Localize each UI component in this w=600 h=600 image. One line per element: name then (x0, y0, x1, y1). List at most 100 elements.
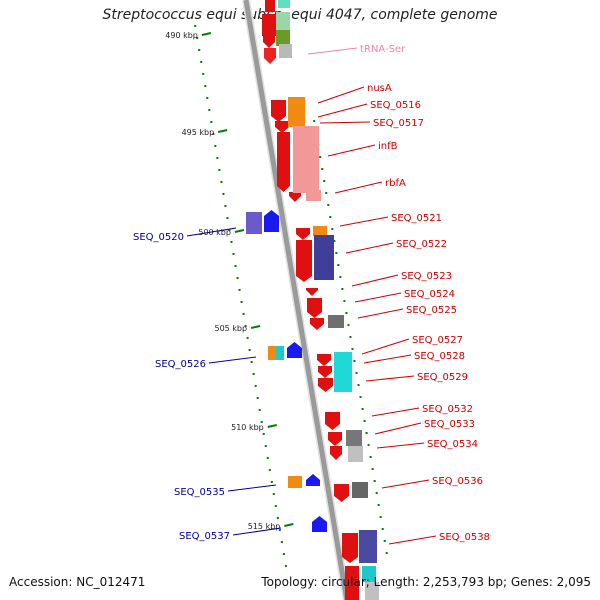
gene-arrow (328, 432, 342, 446)
gene-block (246, 212, 262, 234)
gene-block (276, 30, 290, 46)
gene-block (313, 226, 327, 236)
label-leader (354, 292, 402, 303)
gene-label: SEQ_0527 (412, 335, 463, 346)
gene-arrow (310, 318, 324, 330)
label-leader (371, 407, 420, 417)
scale-tick-label: 495 kbp (182, 128, 215, 137)
scale-tick-label: 505 kbp (214, 324, 247, 333)
gene-arrow (287, 342, 302, 358)
scale-tick (217, 129, 228, 133)
gene-label: SEQ_0523 (401, 271, 452, 282)
gene-arrow (289, 192, 301, 202)
gene-label: SEQ_0532 (422, 404, 473, 415)
gene-block (265, 0, 275, 12)
scale-tick-label: 510 kbp (231, 423, 264, 432)
gene-arrow (318, 366, 332, 378)
gene-block (346, 430, 362, 446)
gene-label: SEQ_0520 (133, 232, 184, 243)
label-leader (232, 527, 282, 536)
gene-arrow (342, 533, 358, 563)
label-leader (307, 47, 358, 55)
gene-label: SEQ_0522 (396, 239, 447, 250)
gene-arrow (275, 121, 289, 133)
label-leader (345, 242, 394, 254)
scale-tick-label: 515 kbp (248, 522, 281, 531)
label-leader (361, 338, 410, 355)
scale-tick (234, 229, 245, 233)
gene-label: SEQ_0537 (179, 531, 230, 542)
label-leader (363, 354, 412, 364)
gene-arrow (312, 516, 327, 532)
gene-arrow (306, 288, 318, 296)
gene-label: SEQ_0533 (424, 419, 475, 430)
gene-arrow (263, 36, 275, 48)
gene-label: nusA (367, 83, 392, 94)
gene-block (268, 346, 276, 360)
label-leader (374, 422, 422, 435)
gene-block (365, 582, 379, 600)
scale-tick-label: 490 kbp (165, 31, 198, 40)
label-leader (208, 356, 257, 364)
gene-label: infB (378, 141, 398, 152)
gene-arrow (306, 474, 320, 486)
gene-arrow (307, 298, 322, 318)
gene-block (306, 190, 321, 201)
topology-text: Topology: circular; Length: 2,253,793 bp… (261, 575, 591, 589)
gene-arrow (317, 354, 331, 366)
gene-label: rbfA (385, 178, 406, 189)
label-leader (317, 86, 365, 104)
label-leader (319, 121, 371, 124)
gene-label: SEQ_0529 (417, 372, 468, 383)
gene-block (345, 566, 359, 600)
label-leader (365, 375, 415, 382)
gene-arrow (277, 132, 290, 192)
gene-arrow (264, 210, 279, 232)
gene-arrow (264, 48, 276, 64)
label-leader (327, 144, 376, 157)
scale-tick-label: 500 kbp (198, 228, 231, 237)
gene-block (288, 97, 305, 127)
gene-label: SEQ_0517 (373, 118, 424, 129)
label-leader (186, 227, 237, 237)
gene-block (334, 352, 352, 392)
label-leader (381, 479, 430, 489)
label-leader (339, 216, 389, 227)
label-leader (357, 308, 404, 319)
gene-arrow (318, 378, 333, 392)
gene-block (359, 530, 377, 563)
gene-label: SEQ_0524 (404, 289, 455, 300)
label-leader (351, 274, 399, 287)
scale-tick (267, 424, 277, 428)
gene-block (328, 315, 344, 328)
gene-label: SEQ_0525 (406, 305, 457, 316)
gene-block (348, 446, 363, 462)
scale-tick (284, 523, 294, 527)
gene-block (293, 126, 319, 193)
gene-block (352, 482, 368, 498)
gene-block (276, 346, 284, 360)
scale-tick (201, 32, 212, 36)
genome-backbone (243, 0, 350, 600)
label-leader (376, 442, 425, 449)
gene-arrow (271, 100, 286, 122)
gene-label: SEQ_0528 (414, 351, 465, 362)
gene-label: SEQ_0521 (391, 213, 442, 224)
gene-label: SEQ_0536 (432, 476, 483, 487)
gene-block (262, 14, 276, 36)
gene-block (362, 566, 376, 582)
gene-label: SEQ_0538 (439, 532, 490, 543)
gene-label: SEQ_0516 (370, 100, 421, 111)
label-leader (227, 484, 277, 492)
gene-label: SEQ_0526 (155, 359, 206, 370)
accession-text: Accession: NC_012471 (9, 575, 146, 589)
label-leader (388, 535, 437, 545)
scale-tick (250, 325, 261, 329)
gene-label: SEQ_0534 (427, 439, 478, 450)
gene-arrow (296, 240, 312, 282)
gene-block (288, 476, 302, 488)
gene-arrow (334, 484, 349, 502)
gene-label: tRNA-Ser (360, 44, 406, 55)
gene-label: SEQ_0535 (174, 487, 225, 498)
